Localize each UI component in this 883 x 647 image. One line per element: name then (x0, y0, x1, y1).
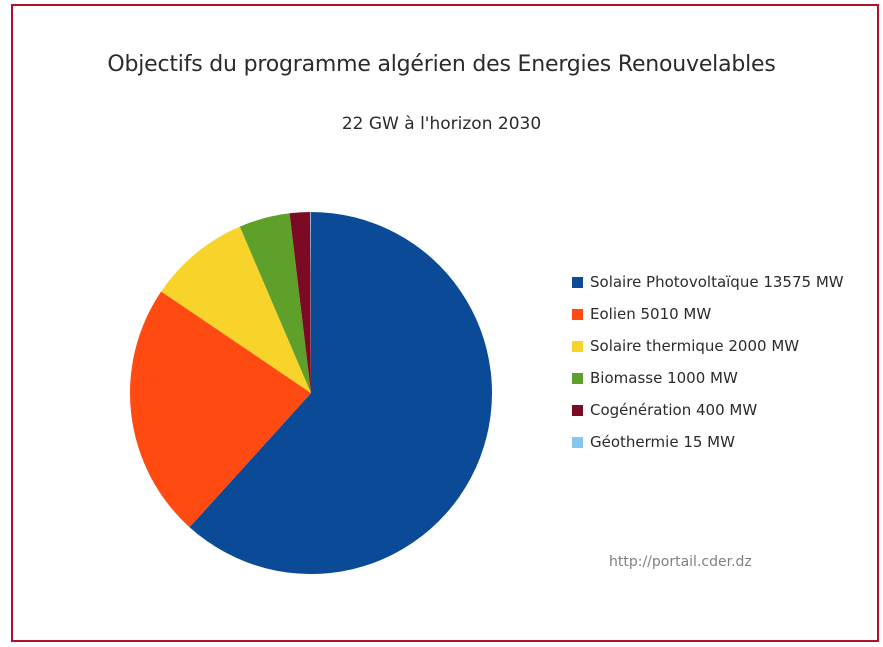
pie-slice-2 (130, 291, 311, 528)
pie-slice-4 (239, 213, 311, 393)
legend-swatch (572, 340, 583, 352)
legend-label: Géothermie 15 MW (590, 433, 735, 451)
legend-label: Solaire Photovoltaïque 13575 MW (590, 273, 844, 291)
legend-swatch (572, 276, 583, 288)
legend-label: Solaire thermique 2000 MW (590, 337, 800, 355)
legend-item: Géothermie 15 MW (572, 426, 844, 458)
legend-swatch (572, 404, 583, 416)
legend-item: Solaire Photovoltaïque 13575 MW (572, 266, 844, 298)
chart-subtitle: 22 GW à l'horizon 2030 (341, 114, 542, 134)
legend-item: Solaire thermique 2000 MW (572, 330, 844, 362)
chart-title: Objectifs du programme algérien des Ener… (107, 52, 776, 77)
legend-label: Eolien 5010 MW (590, 305, 712, 323)
legend-swatch (572, 372, 583, 384)
legend-item: Eolien 5010 MW (572, 298, 844, 330)
pie-slice-6 (310, 211, 311, 393)
legend-swatch (572, 308, 583, 320)
legend-swatch (572, 436, 583, 448)
pie-slice-5 (289, 212, 311, 393)
legend-label: Biomasse 1000 MW (590, 369, 738, 387)
source-url: http://portail.cder.dz (609, 554, 752, 570)
legend-label: Cogénération 400 MW (590, 401, 758, 419)
legend-item: Cogénération 400 MW (572, 394, 844, 426)
pie-slice-3 (161, 226, 311, 393)
chart-legend: Solaire Photovoltaïque 13575 MW Eolien 5… (572, 266, 844, 458)
legend-item: Biomasse 1000 MW (572, 362, 844, 394)
pie-slice-1 (189, 212, 493, 574)
